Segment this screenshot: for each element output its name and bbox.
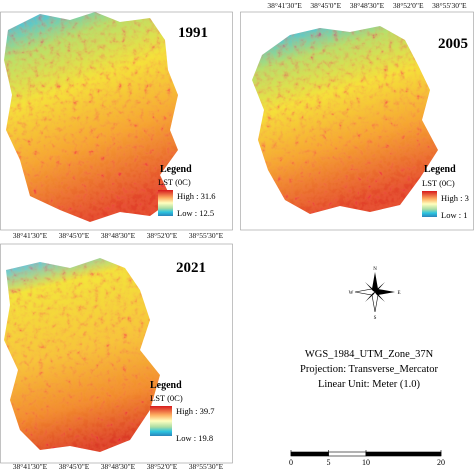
coordinate-label: 38°41'30"E — [267, 1, 302, 10]
scale-label: 5 — [327, 458, 331, 467]
compass-w: W — [349, 291, 354, 296]
legend-low: Low : 19.8 — [176, 433, 213, 443]
scale-segment — [365, 451, 442, 457]
north-arrow: N E S W — [349, 267, 401, 321]
coordinate-label: 38°45'0"E — [59, 231, 90, 240]
compass-s: S — [374, 316, 377, 321]
year-label: 2005 — [438, 36, 468, 52]
projection-info: Linear Unit: Meter (1.0) — [318, 379, 421, 390]
compass-e: E — [397, 291, 400, 296]
legend-unit: LST (0C) — [422, 178, 455, 188]
scale-label: 10 — [362, 458, 370, 467]
projection-info: Projection: Transverse_Mercator — [300, 364, 438, 375]
projection-info: WGS_1984_UTM_Zone_37N — [305, 349, 434, 360]
map-2021 — [4, 258, 160, 452]
coordinate-label: 38°55'30"E — [189, 462, 224, 471]
coordinate-label: 38°45'0"E — [59, 462, 90, 471]
coordinate-label: 38°41'30"E — [13, 462, 48, 471]
coordinate-label: 38°55'30"E — [189, 231, 224, 240]
legend-high: High : 3 — [441, 193, 469, 203]
legend-ramp — [150, 406, 172, 436]
legend-ramp — [422, 191, 437, 217]
scale-segment — [328, 451, 367, 457]
legend-title: Legend — [150, 380, 182, 391]
frame — [0, 243, 233, 464]
coordinate-label: 38°45'0"E — [310, 1, 341, 10]
coordinate-label: 38°48'30"E — [350, 1, 385, 10]
map-2005 — [252, 26, 438, 214]
coordinate-label: 38°52'0"E — [147, 231, 178, 240]
legend-title: Legend — [424, 164, 456, 175]
coordinate-label: 38°41'30"E — [13, 231, 48, 240]
map-1991 — [4, 12, 178, 222]
legend-high: High : 31.6 — [177, 191, 216, 201]
year-label: 2021 — [176, 260, 206, 276]
legend-unit: LST (0C) — [150, 393, 183, 403]
scale-segment — [290, 451, 329, 457]
coordinate-label: 38°55'30"E — [432, 1, 467, 10]
generated: 38°41'30"E 38°45'0"E 38°48'30"E 38°52'0"E 38… — [13, 1, 467, 471]
compass-n: N — [373, 267, 377, 272]
coordinate-label: 38°48'30"E — [101, 231, 136, 240]
legend-high: High : 39.7 — [176, 406, 215, 416]
legend-low: Low : 1 — [441, 210, 467, 220]
year-label: 1991 — [178, 25, 208, 41]
coordinate-label: 38°48'30"E — [101, 462, 136, 471]
frame — [0, 11, 233, 231]
coordinate-label: 38°52'0"E — [147, 462, 178, 471]
legend-title: Legend — [160, 164, 192, 175]
legend-ramp — [158, 190, 173, 216]
legend: Legend LST (0C) High : 31.6 Low : 12.5 — [158, 164, 216, 218]
scale-label: 0 — [289, 458, 293, 467]
scale-label: 20 — [437, 458, 445, 467]
legend: Legend LST (0C) High : 3 Low : 1 — [422, 164, 469, 220]
coordinate-label: 38°52'0"E — [393, 1, 424, 10]
legend: Legend LST (0C) High : 39.7 Low : 19.8 — [150, 380, 215, 443]
legend-low: Low : 12.5 — [177, 208, 214, 218]
legend-unit: LST (0C) — [158, 177, 191, 187]
